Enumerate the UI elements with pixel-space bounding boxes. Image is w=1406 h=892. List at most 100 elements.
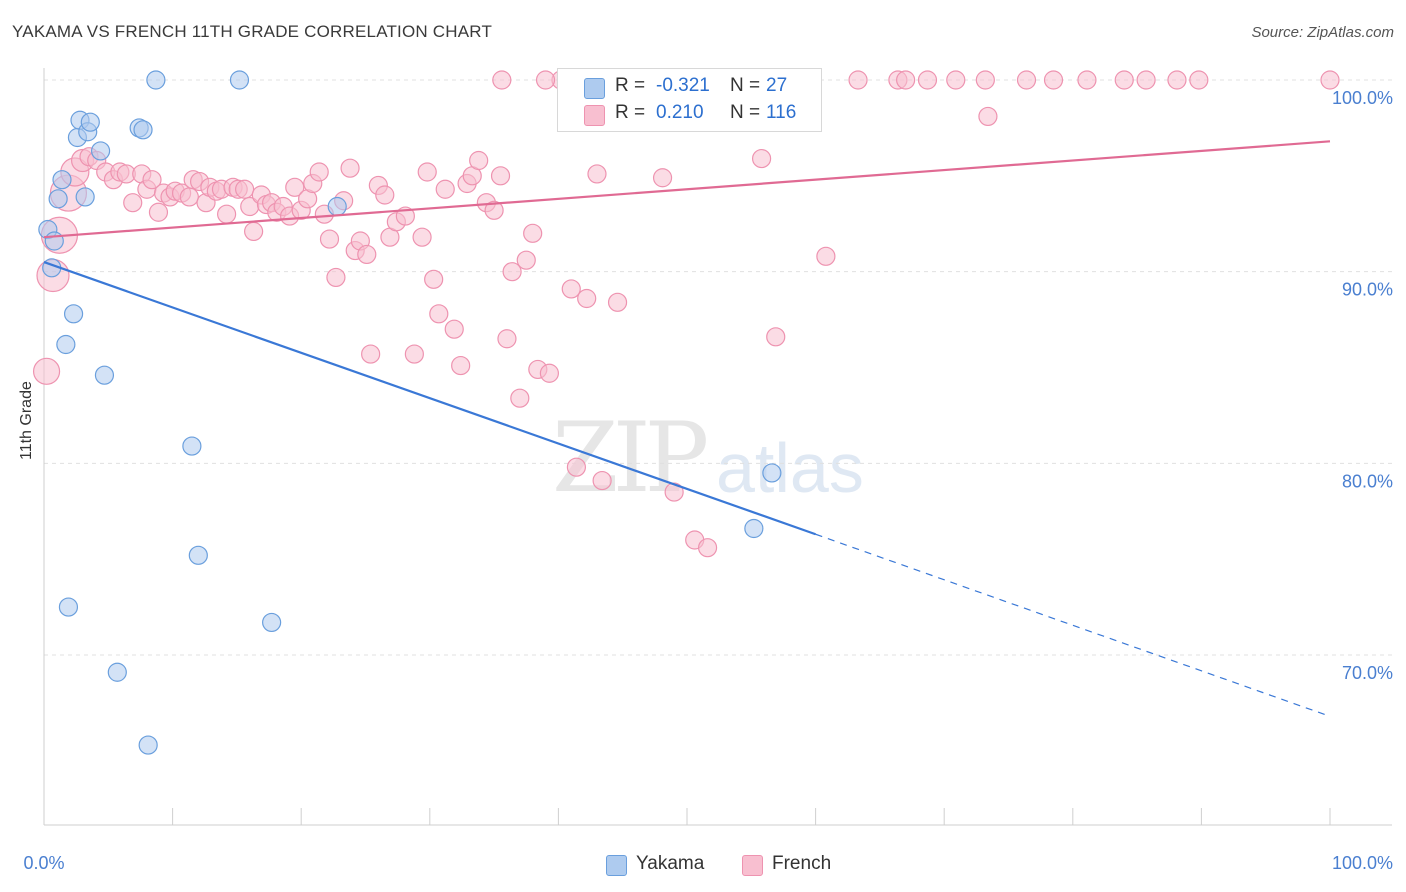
yakama-point [762, 463, 782, 483]
french-point [357, 244, 377, 265]
y-tick-label: 80.0% [1342, 471, 1393, 491]
french-point [340, 158, 360, 178]
french-legend-swatch [742, 855, 763, 876]
french-point [429, 304, 449, 324]
yakama-point [262, 612, 282, 633]
french-point [490, 166, 511, 186]
chart-title: YAKAMA VS FRENCH 11TH GRADE CORRELATION … [12, 22, 493, 41]
french-point [978, 106, 998, 127]
french-point [535, 70, 556, 90]
french-trendline [43, 140, 1331, 239]
french-point [492, 70, 512, 90]
yakama-point [327, 196, 347, 217]
french-point [975, 70, 995, 90]
french-point [523, 223, 543, 243]
french-point [319, 229, 340, 249]
yakama-point [133, 120, 153, 140]
legend-label-french: French [772, 853, 832, 874]
french-point [142, 170, 162, 190]
french-point [32, 357, 61, 385]
french-point [326, 267, 346, 288]
french-point [566, 457, 587, 477]
french-point [375, 185, 395, 205]
french-point [510, 388, 530, 408]
french-point [697, 538, 718, 558]
yakama-trendline [43, 261, 816, 536]
french-point [1077, 70, 1097, 90]
french-point [1167, 70, 1187, 90]
french-point [179, 187, 199, 207]
yakama-point [188, 545, 208, 565]
yakama-point [90, 141, 111, 161]
french-point [587, 164, 607, 184]
french-point [285, 177, 305, 197]
french-point [412, 227, 432, 247]
french-point [361, 344, 381, 364]
french-point [896, 70, 916, 90]
french-point [917, 70, 938, 90]
yakama-trendline-extension [815, 533, 1331, 717]
french-point [148, 202, 169, 222]
french-point [1136, 70, 1156, 90]
n-value: 27 [766, 75, 788, 96]
french-point [592, 470, 612, 491]
french-point [539, 363, 559, 383]
french-point [577, 288, 597, 309]
yakama-point [744, 518, 764, 539]
french-point [607, 292, 628, 312]
yakama-point [52, 170, 72, 190]
chart-source: Source: ZipAtlas.com [1251, 24, 1394, 41]
french-point [484, 200, 504, 220]
french-point [444, 319, 464, 339]
french-point [1016, 70, 1037, 90]
yakama-point [138, 735, 158, 755]
legend-label-yakama: Yakama [636, 853, 705, 874]
yakama-point [229, 70, 250, 90]
french-point [1114, 70, 1134, 90]
french-point [404, 344, 424, 364]
french-point [1043, 70, 1064, 90]
yakama-point [58, 597, 79, 617]
french-point [435, 179, 455, 199]
french-point [1189, 70, 1209, 90]
french-point [502, 262, 522, 282]
french-point [1320, 70, 1340, 90]
r-value: 0.210 [656, 102, 704, 123]
y-tick-label: 70.0% [1342, 663, 1393, 683]
r-label: R = [615, 75, 646, 96]
french-point [652, 168, 673, 188]
french-point [751, 148, 772, 169]
french-point [235, 179, 255, 199]
yakama-point [107, 662, 127, 682]
yakama-point [48, 189, 68, 209]
french-point [946, 70, 966, 90]
yakama-point [146, 70, 166, 90]
n-label: N = [730, 102, 761, 123]
french-point [497, 329, 517, 349]
french-point [451, 355, 471, 376]
x-tick-label: 0.0% [23, 853, 64, 873]
yakama-point [94, 365, 115, 385]
french-point [816, 246, 836, 266]
stats-legend: R = -0.321 N = 27 R = 0.210 N = 116 [557, 68, 822, 132]
french-point [417, 162, 437, 182]
n-label: N = [730, 75, 761, 96]
french-swatch [584, 105, 605, 126]
french-point [516, 250, 536, 270]
french-point [561, 279, 581, 299]
french-point [217, 204, 237, 224]
yakama-swatch [584, 78, 605, 99]
yakama-point [182, 436, 202, 456]
french-point [123, 193, 143, 213]
french-point [469, 150, 489, 171]
n-value: 116 [766, 102, 797, 123]
y-tick-label: 90.0% [1342, 280, 1393, 300]
french-point [848, 70, 868, 90]
yakama-point [56, 334, 76, 355]
yakama-point [44, 231, 64, 251]
french-point [424, 269, 444, 289]
y-tick-label: 100.0% [1332, 88, 1393, 108]
x-tick-label: 100.0% [1332, 853, 1393, 873]
french-point [766, 327, 786, 347]
french-point [309, 162, 329, 182]
